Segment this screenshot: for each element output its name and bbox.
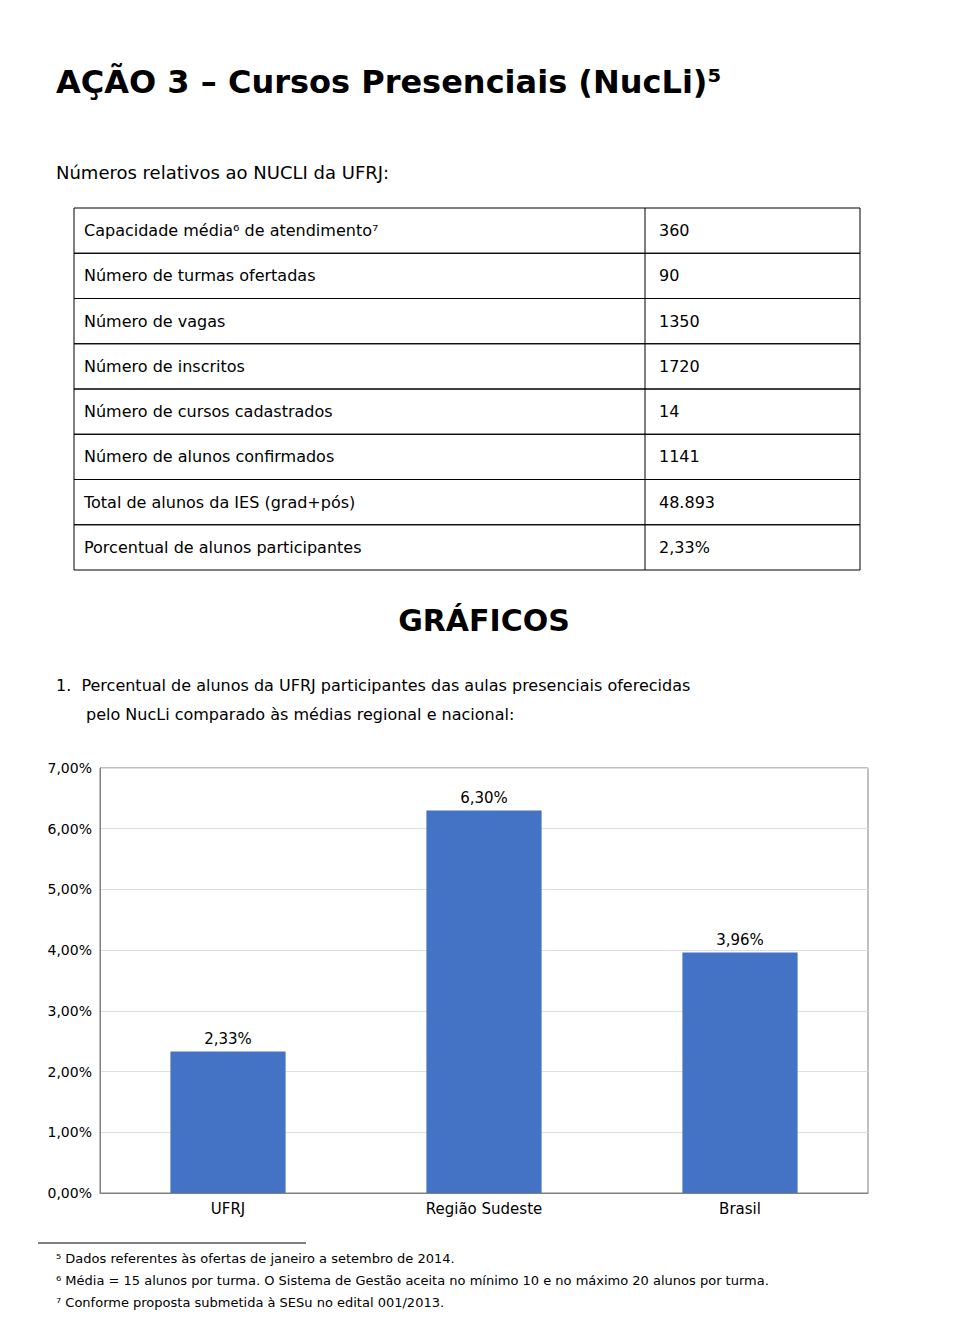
svg-text:⁷ Conforme proposta submetida: ⁷ Conforme proposta submetida à SESu no …: [56, 1295, 444, 1310]
svg-text:Número de alunos confirmados: Número de alunos confirmados: [84, 447, 334, 466]
svg-text:48.893: 48.893: [659, 493, 715, 512]
svg-text:Porcentual de alunos participa: Porcentual de alunos participantes: [84, 538, 362, 557]
svg-text:3,00%: 3,00%: [48, 1003, 92, 1019]
svg-text:UFRJ: UFRJ: [211, 1200, 245, 1218]
svg-text:14: 14: [659, 402, 679, 421]
svg-text:Números relativos ao NUCLI da: Números relativos ao NUCLI da UFRJ:: [56, 162, 389, 183]
svg-text:GRÁFICOS: GRÁFICOS: [398, 603, 570, 638]
svg-text:Número de cursos cadastrados: Número de cursos cadastrados: [84, 402, 333, 421]
svg-text:Total de alunos da IES (grad+p: Total de alunos da IES (grad+pós): [83, 493, 355, 512]
svg-text:360: 360: [659, 221, 690, 240]
svg-text:Região Sudeste: Região Sudeste: [426, 1200, 543, 1218]
svg-text:90: 90: [659, 266, 679, 285]
svg-text:Capacidade média⁶ de atendimen: Capacidade média⁶ de atendimento⁷: [84, 221, 378, 240]
svg-text:Número de turmas ofertadas: Número de turmas ofertadas: [84, 266, 315, 285]
svg-text:⁵ Dados referentes às ofertas: ⁵ Dados referentes às ofertas de janeiro…: [56, 1251, 455, 1266]
svg-text:1720: 1720: [659, 357, 700, 376]
svg-text:3,96%: 3,96%: [716, 931, 764, 949]
svg-text:Número de inscritos: Número de inscritos: [84, 357, 245, 376]
svg-text:4,00%: 4,00%: [48, 942, 92, 958]
svg-text:2,33%: 2,33%: [659, 538, 710, 557]
svg-text:2,33%: 2,33%: [204, 1030, 252, 1048]
svg-text:6,00%: 6,00%: [48, 821, 92, 837]
svg-text:5,00%: 5,00%: [48, 881, 92, 897]
svg-text:AÇÃO 3 – Cursos Presenciais (N: AÇÃO 3 – Cursos Presenciais (NucLi)⁵: [56, 63, 721, 101]
svg-text:1141: 1141: [659, 447, 700, 466]
svg-text:pelo NucLi comparado às médias: pelo NucLi comparado às médias regional …: [86, 705, 514, 724]
svg-text:Número de vagas: Número de vagas: [84, 312, 225, 331]
svg-text:2,00%: 2,00%: [48, 1064, 92, 1080]
svg-text:0,00%: 0,00%: [48, 1185, 92, 1201]
svg-text:⁶ Média = 15 alunos por turma.: ⁶ Média = 15 alunos por turma. O Sistema…: [56, 1273, 769, 1288]
svg-text:Brasil: Brasil: [719, 1200, 761, 1218]
svg-text:1350: 1350: [659, 312, 700, 331]
svg-text:1. Percentual de alunos da UF: 1. Percentual de alunos da UFRJ particip…: [56, 676, 690, 695]
svg-text:6,30%: 6,30%: [460, 789, 508, 807]
svg-text:1,00%: 1,00%: [48, 1124, 92, 1140]
svg-text:7,00%: 7,00%: [48, 760, 92, 776]
